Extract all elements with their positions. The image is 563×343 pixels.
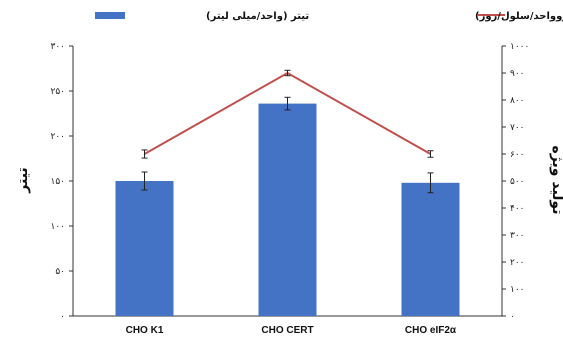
legend-bar-label: تیتر (واحد/میلی لیتر) xyxy=(206,11,309,22)
line-error-bar xyxy=(141,149,148,159)
bar-error-bar xyxy=(284,96,291,111)
left-axis: ۰ ۵۰ ۱۰۰ ۱۵۰ ۲۰۰ ۲۵۰ ۳۰۰ xyxy=(50,42,74,322)
legend-bar-swatch xyxy=(95,12,125,19)
right-tick-label: ۵۰۰ xyxy=(510,177,525,187)
bar-series xyxy=(115,103,460,316)
bar xyxy=(115,181,174,316)
left-tick-label: ۱۰۰ xyxy=(50,222,65,232)
left-tick-label: ۳۰۰ xyxy=(50,42,65,52)
right-tick-label: ۱۰۰۰ xyxy=(510,42,529,52)
right-axis: ۰ ۱۰۰ ۲۰۰ ۳۰۰ ۴۰۰ ۵۰۰ ۶۰۰ ۷۰۰ ۸۰۰ ۹۰۰ ۱۰۰۰ xyxy=(501,42,529,322)
category-label: CHO eIF2α xyxy=(405,325,457,336)
bar-error-bar xyxy=(141,171,148,191)
legend-item-line: تولید ویژه (میکروواحد/سلول/روز) xyxy=(475,11,563,22)
right-tick-label: ۱۰۰ xyxy=(510,285,525,295)
category-labels: CHO K1 CHO CERT CHO eIF2α xyxy=(126,325,457,336)
left-tick-label: ۰ xyxy=(60,312,65,322)
left-axis-title: تیتر xyxy=(15,167,31,193)
right-tick-label: ۸۰۰ xyxy=(510,96,525,106)
bar-error-bars xyxy=(141,96,434,194)
bar xyxy=(258,103,317,316)
right-axis-ticks: ۰ ۱۰۰ ۲۰۰ ۳۰۰ ۴۰۰ ۵۰۰ ۶۰۰ ۷۰۰ ۸۰۰ ۹۰۰ ۱۰۰۰ xyxy=(502,42,529,322)
right-tick-label: ۳۰۰ xyxy=(510,231,525,241)
legend: تولید ویژه (میکروواحد/سلول/روز) تیتر (وا… xyxy=(95,11,563,22)
category-label: CHO CERT xyxy=(261,325,313,336)
left-tick-label: ۲۵۰ xyxy=(50,87,65,97)
line-error-bar xyxy=(427,150,434,158)
right-tick-label: ۴۰۰ xyxy=(510,204,525,214)
right-tick-label: ۰ xyxy=(510,312,515,322)
right-tick-label: ۲۰۰ xyxy=(510,258,525,268)
bar xyxy=(401,182,460,316)
legend-item-bar: تیتر (واحد/میلی لیتر) xyxy=(95,11,309,22)
bar-error-bar xyxy=(427,172,434,194)
right-tick-label: ۹۰۰ xyxy=(510,69,525,79)
right-axis-title: تولید ویژه xyxy=(549,146,563,215)
category-label: CHO K1 xyxy=(126,325,164,336)
left-tick-label: ۲۰۰ xyxy=(50,132,65,142)
line-error-bar xyxy=(284,69,291,77)
right-tick-label: ۷۰۰ xyxy=(510,123,525,133)
right-tick-label: ۶۰۰ xyxy=(510,150,525,160)
left-tick-label: ۱۵۰ xyxy=(50,177,65,187)
left-axis-ticks: ۰ ۵۰ ۱۰۰ ۱۵۰ ۲۰۰ ۲۵۰ ۳۰۰ xyxy=(50,42,73,322)
legend-line-label: تولید ویژه (میکروواحد/سلول/روز) xyxy=(475,11,563,22)
left-tick-label: ۵۰ xyxy=(55,267,65,277)
line-error-bars xyxy=(141,69,434,159)
